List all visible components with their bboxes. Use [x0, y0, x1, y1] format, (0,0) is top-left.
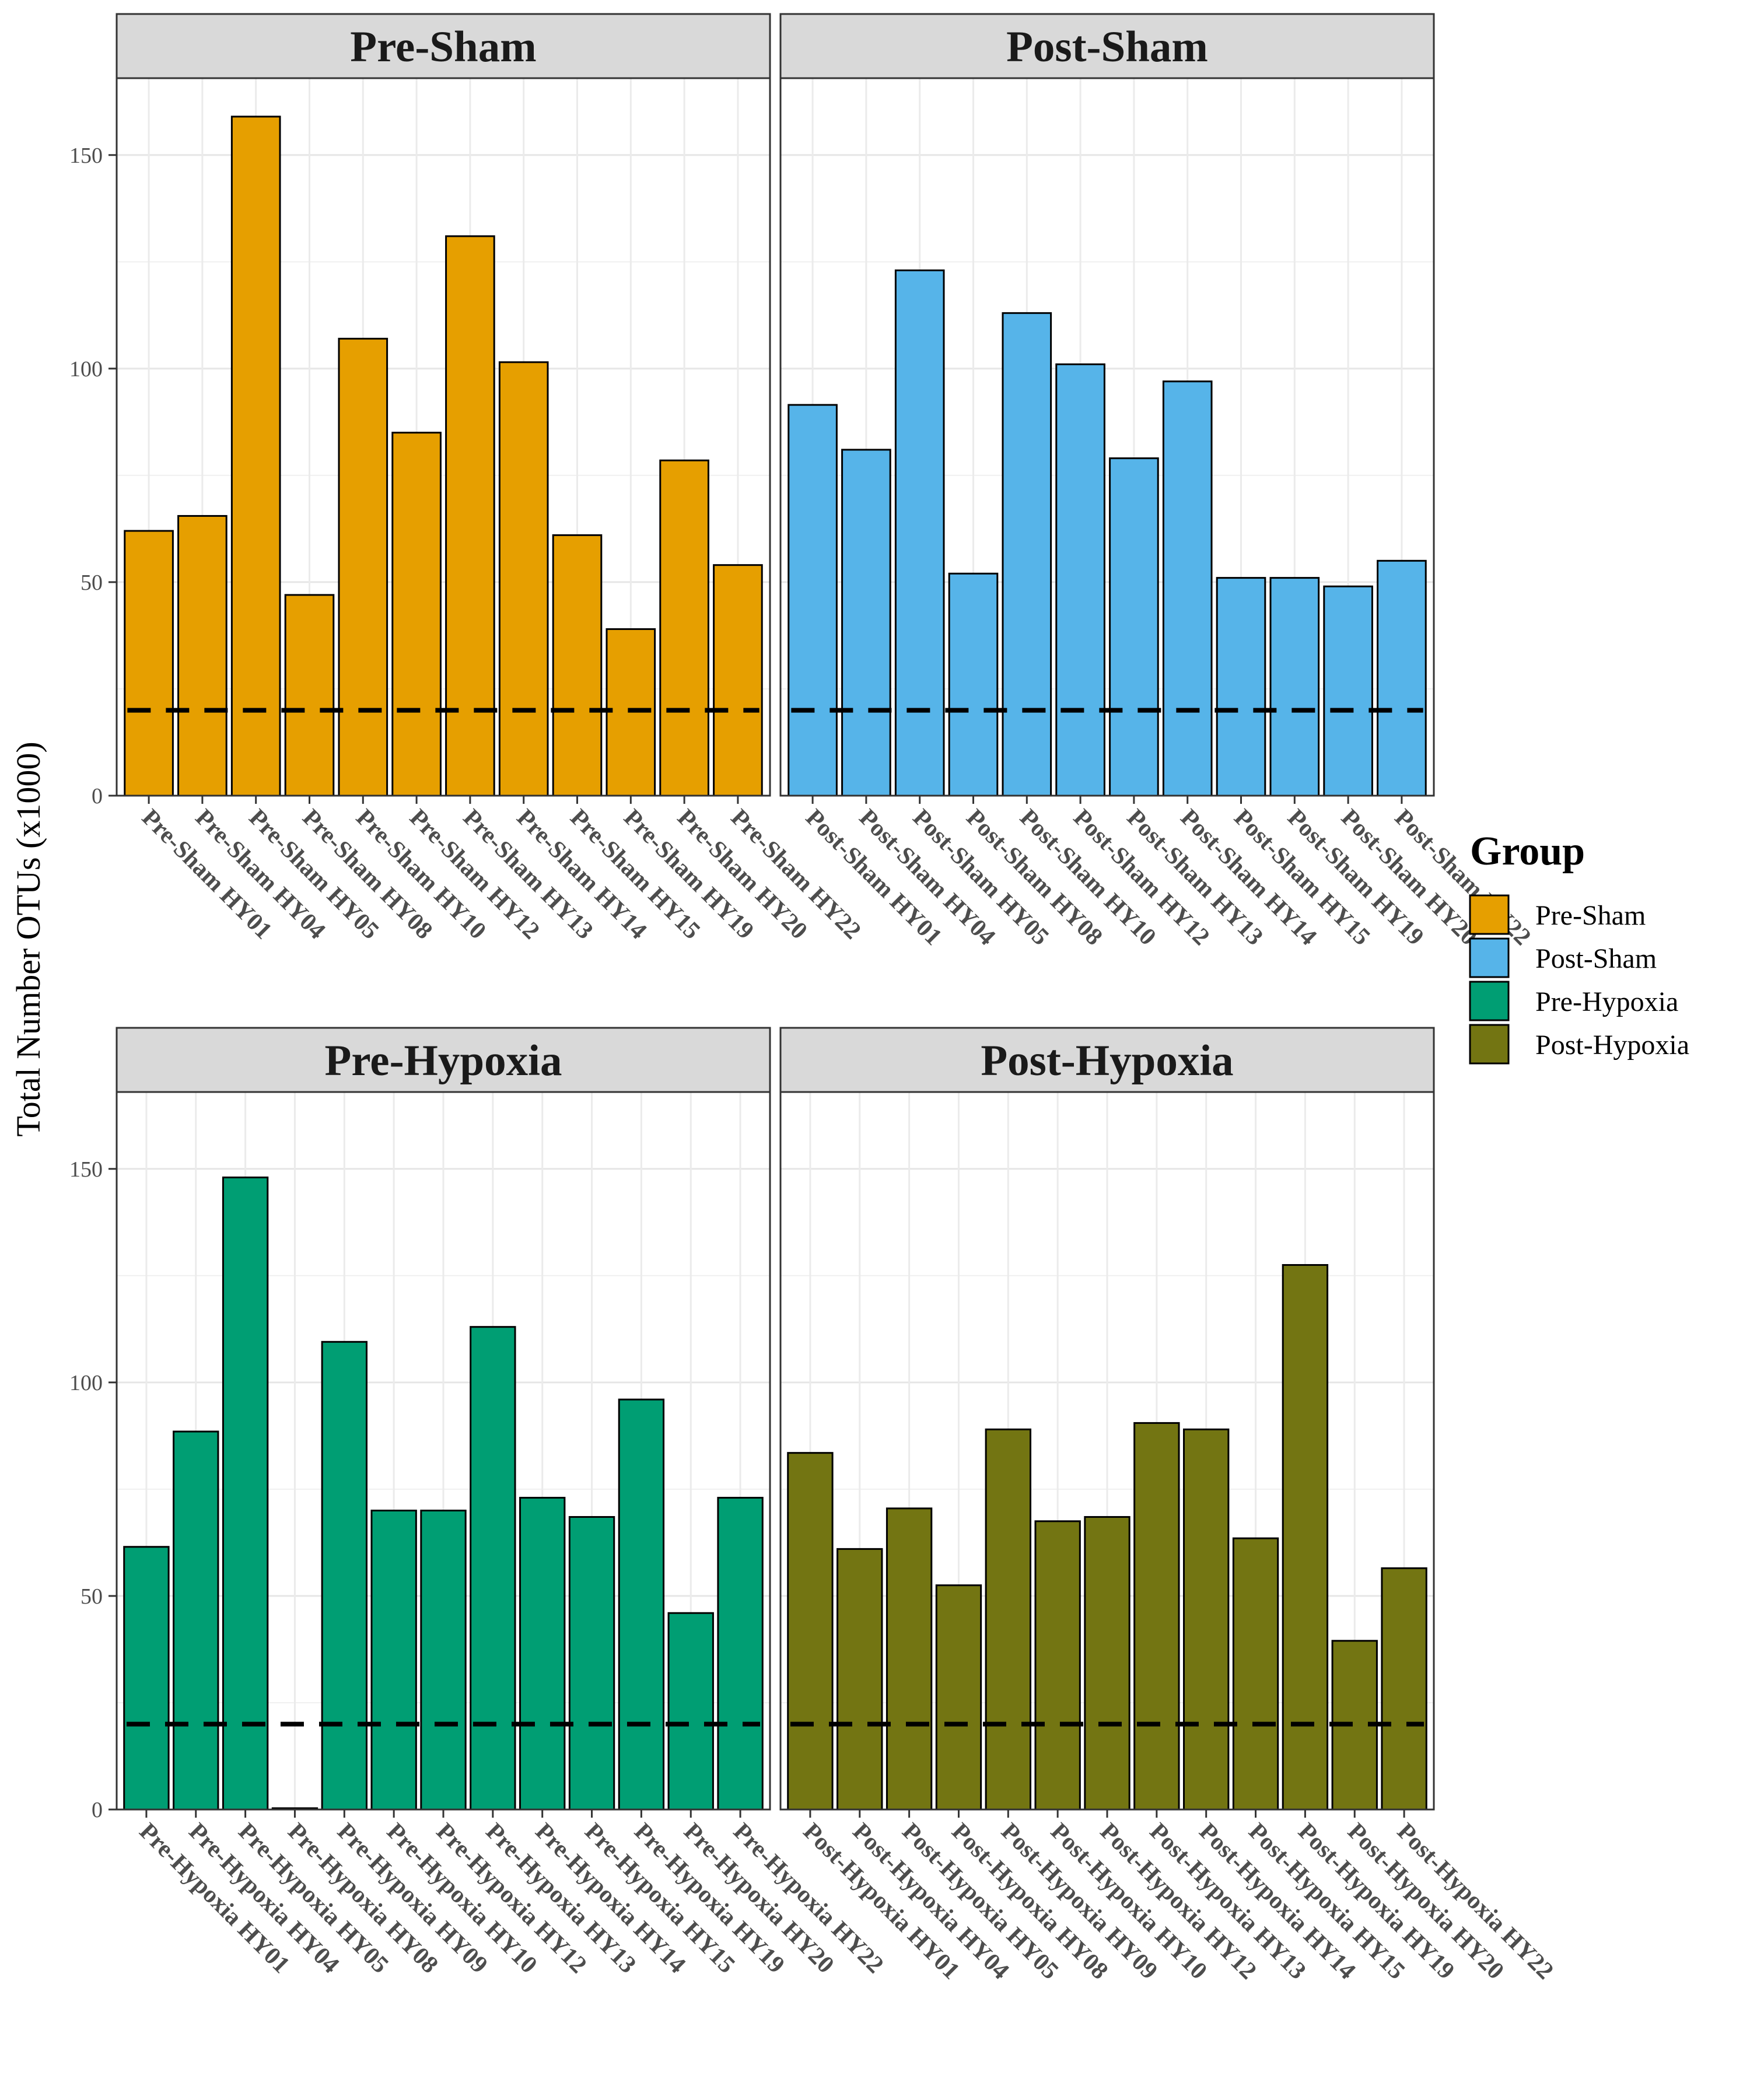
bar-pre-hypoxia-hy15 — [568, 1516, 615, 1811]
legend-label-post-sham: Post-Sham — [1535, 943, 1657, 974]
bar-post-sham-hy19 — [1269, 577, 1320, 797]
legend-swatch-post-sham — [1469, 937, 1510, 978]
bar-post-hypoxia-hy12 — [1084, 1516, 1130, 1811]
y-tick-label: 100 — [69, 357, 103, 382]
legend-label-pre-sham: Pre-Sham — [1535, 900, 1646, 931]
bar-post-hypoxia-hy22 — [1381, 1567, 1427, 1811]
facet-strip — [116, 13, 771, 79]
bar-post-sham-hy20 — [1323, 585, 1373, 797]
legend-label-post-hypoxia: Post-Hypoxia — [1535, 1030, 1689, 1060]
bar-pre-sham-hy20 — [659, 459, 709, 797]
facet-title: Post-Sham — [1006, 23, 1208, 71]
bar-pre-sham-hy05 — [230, 116, 281, 797]
bar-pre-sham-hy01 — [124, 530, 174, 797]
bar-post-hypoxia-hy01 — [787, 1452, 834, 1811]
legend-label-pre-hypoxia: Pre-Hypoxia — [1535, 986, 1678, 1017]
bar-pre-hypoxia-hy22 — [717, 1497, 764, 1811]
bar-pre-hypoxia-hy09 — [321, 1340, 368, 1811]
facet-strip — [779, 1027, 1435, 1093]
bar-post-hypoxia-hy10 — [1034, 1520, 1081, 1811]
legend-swatch-post-hypoxia — [1469, 1024, 1510, 1065]
bar-post-hypoxia-hy15 — [1232, 1537, 1279, 1811]
legend-title: Group — [1470, 829, 1585, 874]
y-tick-label: 150 — [69, 1157, 103, 1182]
facet-title: Pre-Hypoxia — [325, 1037, 562, 1085]
bar-pre-hypoxia-hy01 — [123, 1546, 170, 1811]
bar-post-sham-hy05 — [894, 269, 945, 797]
panel-border — [779, 77, 1435, 797]
bar-pre-hypoxia-hy13 — [470, 1326, 516, 1811]
bar-pre-sham-hy04 — [177, 514, 228, 797]
bar-post-hypoxia-hy13 — [1133, 1422, 1180, 1811]
panel-border — [116, 77, 771, 797]
bar-post-sham-hy10 — [1002, 312, 1052, 797]
bar-post-hypoxia-hy08 — [935, 1584, 982, 1811]
bar-pre-sham-hy08 — [284, 594, 335, 797]
y-tick-label: 100 — [69, 1371, 103, 1395]
legend: Group Pre-Sham Post-Sham Pre-Hypoxia Post-H… — [1469, 829, 1689, 1065]
bar-post-hypoxia-hy09 — [985, 1428, 1031, 1811]
bar-post-sham-hy22 — [1377, 559, 1427, 797]
bar-pre-sham-hy12 — [391, 432, 442, 797]
bar-pre-sham-hy14 — [498, 361, 549, 797]
y-tick-label: 0 — [92, 784, 103, 808]
bar-pre-sham-hy15 — [552, 534, 603, 797]
bar-post-sham-hy12 — [1055, 363, 1105, 797]
bar-post-sham-hy13 — [1109, 457, 1159, 797]
bar-pre-hypoxia-hy12 — [420, 1510, 467, 1811]
bar-post-sham-hy08 — [948, 572, 999, 797]
bar-pre-sham-hy22 — [713, 564, 763, 797]
facet-title: Post-Hypoxia — [981, 1037, 1233, 1085]
facet-strip — [116, 1027, 771, 1093]
bar-pre-hypoxia-hy04 — [173, 1430, 219, 1811]
bar-post-sham-hy14 — [1162, 380, 1213, 797]
y-axis-title: Total Number OTUs (x1000) — [9, 741, 47, 1136]
y-tick-label: 50 — [80, 1584, 103, 1609]
legend-swatch-pre-hypoxia — [1469, 981, 1510, 1021]
bar-post-hypoxia-hy14 — [1183, 1428, 1230, 1811]
y-tick-label: 150 — [69, 144, 103, 168]
bar-post-sham-hy15 — [1216, 577, 1266, 797]
bar-pre-hypoxia-hy14 — [519, 1497, 566, 1811]
bar-post-sham-hy04 — [841, 449, 891, 797]
y-tick-label: 0 — [92, 1798, 103, 1822]
bar-post-sham-hy01 — [788, 404, 838, 797]
bar-pre-hypoxia-hy10 — [370, 1510, 417, 1811]
y-tick-label: 50 — [80, 570, 103, 595]
facet-strip — [779, 13, 1435, 79]
bar-pre-hypoxia-hy05 — [222, 1176, 269, 1811]
bar-pre-hypoxia-hy19 — [618, 1398, 665, 1811]
bar-post-hypoxia-hy05 — [886, 1507, 933, 1811]
bar-pre-sham-hy10 — [338, 338, 388, 797]
bar-post-hypoxia-hy19 — [1282, 1264, 1329, 1811]
legend-swatch-pre-sham — [1469, 894, 1510, 935]
facet-title: Pre-Sham — [350, 23, 536, 71]
bar-post-hypoxia-hy04 — [836, 1548, 883, 1811]
bar-pre-hypoxia-hy20 — [667, 1612, 714, 1811]
